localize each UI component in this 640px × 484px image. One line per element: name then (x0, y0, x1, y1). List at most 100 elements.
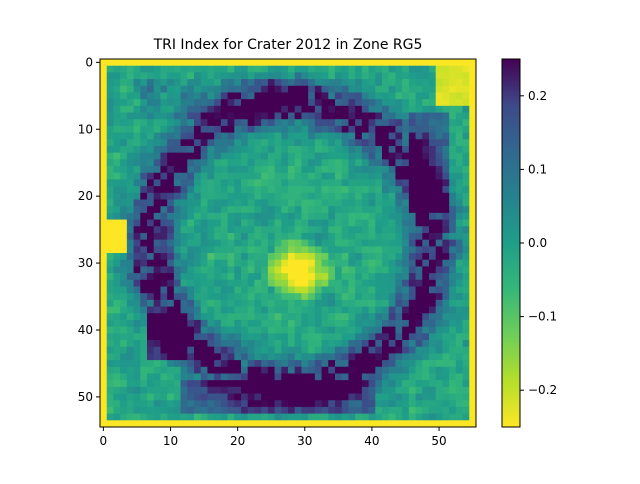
heatmap-cell (133, 353, 141, 361)
heatmap-cell (133, 366, 141, 374)
heatmap-cell (455, 145, 463, 154)
heatmap-cell (321, 420, 329, 428)
heatmap-cell (395, 326, 403, 334)
heatmap-cell (261, 246, 269, 254)
heatmap-cell (153, 253, 161, 261)
heatmap-cell (408, 79, 416, 87)
heatmap-cell (375, 380, 383, 388)
heatmap-cell (261, 212, 269, 220)
heatmap-cell (120, 279, 128, 287)
heatmap-cell (382, 299, 390, 307)
heatmap-cell (395, 219, 403, 227)
heatmap-cell (187, 179, 195, 187)
heatmap-cell (348, 166, 356, 174)
heatmap-cell (133, 99, 141, 107)
heatmap-cell (247, 279, 255, 287)
heatmap-cell (194, 353, 202, 361)
heatmap-cell (375, 179, 383, 187)
heatmap-cell (288, 166, 296, 174)
heatmap-cell (241, 393, 249, 401)
heatmap-cell (281, 72, 289, 80)
heatmap-cell (160, 400, 168, 408)
heatmap-cell (160, 306, 168, 314)
heatmap-cell (328, 199, 336, 207)
heatmap-cell (187, 279, 195, 287)
heatmap-cell (120, 226, 128, 234)
heatmap-cell (341, 159, 349, 167)
heatmap-cell (234, 306, 242, 314)
heatmap-cell (469, 179, 477, 187)
heatmap-cell (194, 166, 202, 174)
heatmap-cell (133, 266, 141, 274)
heatmap-cell (469, 340, 477, 348)
heatmap-cell (402, 206, 410, 214)
heatmap-cell (187, 219, 195, 227)
heatmap-cell (321, 259, 329, 267)
heatmap-cell (100, 152, 108, 160)
heatmap-cell (241, 79, 249, 87)
heatmap-cell (153, 112, 161, 120)
heatmap-cell (147, 65, 155, 73)
heatmap-cell (321, 293, 329, 301)
heatmap-cell (120, 246, 128, 254)
heatmap-cell (314, 166, 322, 174)
heatmap-cell (173, 226, 181, 234)
heatmap-cell (274, 105, 282, 113)
heatmap-cell (173, 192, 181, 200)
heatmap-cell (301, 340, 309, 348)
heatmap-cell (147, 373, 155, 381)
heatmap-cell (382, 166, 390, 174)
heatmap-cell (180, 125, 188, 133)
heatmap-cell (126, 293, 134, 301)
heatmap-cell (415, 59, 423, 67)
heatmap-cell (355, 152, 363, 160)
heatmap-cell (422, 105, 430, 113)
heatmap-cell (462, 293, 470, 301)
heatmap-cell (422, 72, 430, 80)
heatmap-cell (361, 99, 369, 107)
heatmap-cell (435, 420, 443, 428)
heatmap-cell (140, 85, 148, 93)
heatmap-cell (234, 132, 242, 140)
heatmap-cell (227, 125, 235, 133)
heatmap-cell (328, 232, 336, 241)
heatmap-cell (153, 79, 161, 87)
heatmap-cell (220, 286, 228, 294)
heatmap-cell (160, 99, 168, 107)
heatmap-cell (442, 99, 450, 107)
heatmap-cell (375, 139, 383, 147)
colorbar-tick-label: −0.2 (528, 383, 557, 397)
heatmap-cell (335, 172, 343, 180)
heatmap-cell (120, 72, 128, 80)
heatmap-cell (106, 199, 114, 207)
heatmap-cell (361, 353, 369, 361)
heatmap-cell (455, 353, 463, 361)
heatmap-cell (395, 212, 403, 220)
heatmap-cell (314, 413, 322, 421)
heatmap-cell (200, 166, 208, 174)
heatmap-cell (361, 166, 369, 174)
heatmap-cell (187, 105, 195, 113)
heatmap-cell (261, 125, 269, 133)
heatmap-cell (335, 259, 343, 267)
heatmap-cell (442, 119, 450, 127)
heatmap-cell (247, 199, 255, 207)
heatmap-cell (187, 400, 195, 408)
heatmap-cell (321, 406, 329, 415)
heatmap-cell (267, 59, 275, 67)
heatmap-cell (348, 92, 356, 100)
heatmap-cell (133, 232, 141, 241)
heatmap-cell (254, 212, 262, 220)
heatmap-cell (247, 373, 255, 381)
heatmap-cell (288, 145, 296, 154)
heatmap-cell (402, 112, 410, 120)
heatmap-cell (254, 99, 262, 107)
heatmap-cell (247, 299, 255, 307)
heatmap-cell (442, 59, 450, 67)
heatmap-cell (126, 246, 134, 254)
heatmap-cell (153, 192, 161, 200)
heatmap-cell (267, 132, 275, 140)
plot-frame (99, 58, 477, 428)
heatmap-cell (341, 99, 349, 107)
heatmap-cell (429, 393, 437, 401)
